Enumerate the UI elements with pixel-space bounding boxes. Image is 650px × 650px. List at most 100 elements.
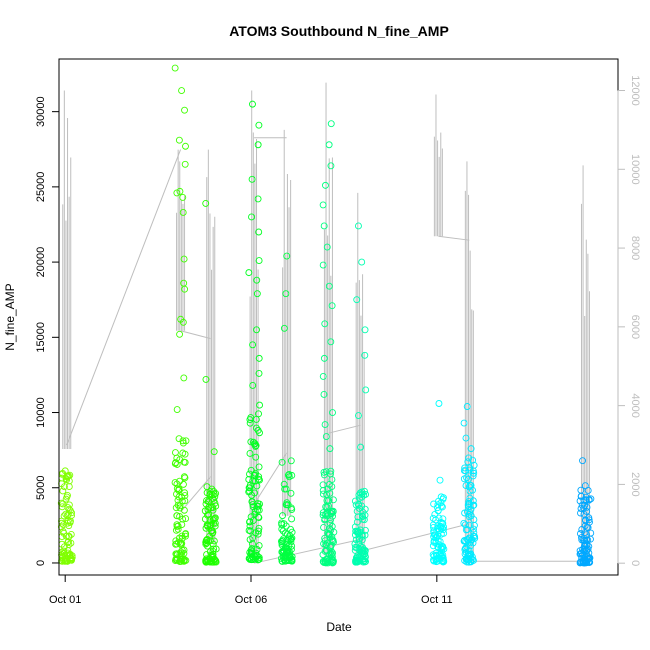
data-point (209, 528, 217, 536)
y2-tick-label: 8000 (629, 236, 641, 260)
y-tick-label: 30000 (35, 96, 47, 127)
data-point (171, 479, 179, 486)
data-point (255, 354, 263, 362)
data-point (181, 497, 189, 505)
data-point (470, 461, 478, 469)
data-point (246, 518, 253, 526)
data-point (65, 541, 73, 549)
point-series (429, 400, 448, 566)
data-point (462, 526, 470, 534)
data-point (280, 324, 288, 332)
data-point (175, 136, 183, 144)
y2-tick-label: 12000 (629, 75, 641, 106)
point-series (319, 120, 338, 567)
data-point (319, 511, 327, 519)
data-point (434, 507, 442, 515)
data-point (247, 466, 255, 474)
data-point (248, 545, 256, 553)
data-point (57, 499, 65, 507)
data-point (179, 208, 187, 216)
data-point (178, 87, 186, 95)
data-point (319, 509, 327, 517)
data-point (468, 536, 476, 543)
data-point (255, 527, 262, 535)
data-point (464, 458, 472, 466)
data-point (173, 522, 181, 530)
data-point (245, 527, 253, 534)
data-point (176, 504, 184, 512)
y-tick-label: 0 (35, 560, 47, 566)
data-point (321, 515, 329, 523)
data-point (59, 500, 67, 508)
data-point (173, 454, 181, 462)
data-point (437, 502, 445, 510)
data-point (65, 533, 73, 541)
data-point (175, 435, 183, 443)
data-point (279, 512, 286, 520)
plot-frame (58, 58, 619, 576)
y2-tick-label: 4000 (629, 393, 641, 417)
y-tick-label: 15000 (35, 322, 47, 353)
y-tick-label: 5000 (35, 476, 47, 500)
data-point (327, 467, 335, 475)
data-point (212, 489, 220, 497)
data-point (285, 473, 293, 481)
data-point (202, 375, 210, 383)
data-point (467, 505, 475, 513)
data-point (319, 372, 327, 380)
data-point (208, 491, 216, 499)
data-point (175, 486, 182, 494)
data-point (287, 535, 295, 543)
point-series (201, 199, 220, 566)
data-point (351, 543, 359, 551)
data-point (180, 458, 188, 466)
data-point (210, 537, 218, 545)
data-point (440, 494, 447, 502)
data-point (287, 538, 295, 546)
data-point (587, 535, 594, 543)
data-point (361, 550, 369, 558)
data-point (206, 554, 214, 562)
data-point (281, 485, 289, 493)
data-point (467, 554, 475, 562)
y2-tick-label: 0 (629, 560, 641, 566)
data-point (59, 553, 67, 561)
data-point (249, 341, 257, 349)
data-point (280, 480, 288, 488)
data-point (60, 543, 68, 551)
data-point (469, 472, 477, 480)
data-point (323, 497, 331, 504)
data-point (462, 434, 470, 442)
data-point (329, 557, 337, 565)
data-point (248, 213, 255, 221)
data-point (436, 550, 444, 558)
data-point (329, 496, 337, 504)
data-point (248, 548, 256, 556)
data-point (180, 480, 187, 488)
data-point (212, 545, 220, 553)
data-point (255, 542, 263, 550)
data-point (66, 507, 74, 515)
data-point (358, 493, 366, 501)
y-tick-label: 10000 (35, 397, 47, 428)
data-point (322, 559, 330, 567)
data-point (436, 538, 444, 545)
grey-connector-line (180, 330, 211, 340)
data-point (179, 515, 187, 523)
data-point (359, 558, 367, 566)
data-point (254, 500, 262, 507)
data-point (470, 525, 477, 533)
data-point (61, 557, 69, 565)
data-point (288, 557, 296, 565)
data-point (278, 525, 286, 533)
data-point (429, 521, 437, 529)
data-point (587, 495, 595, 503)
data-point (326, 489, 334, 497)
data-point (278, 537, 285, 545)
data-point (255, 228, 263, 236)
x-tick-label: Oct 06 (235, 594, 267, 606)
data-point (361, 511, 369, 519)
data-point (437, 523, 445, 531)
data-point (181, 160, 189, 168)
data-point (210, 448, 218, 456)
